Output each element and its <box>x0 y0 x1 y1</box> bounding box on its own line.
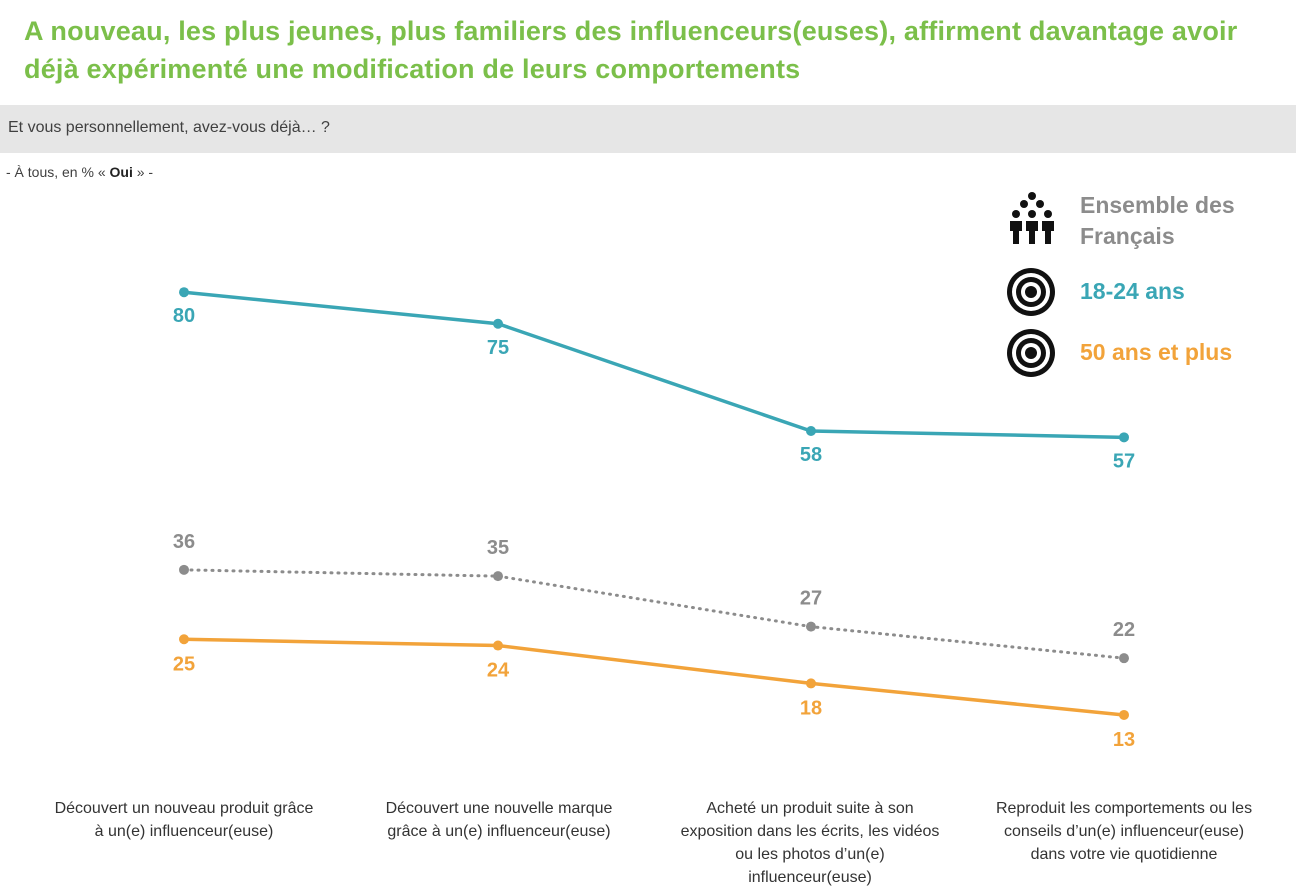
series-line-young <box>183 290 1125 440</box>
chart-title: A nouveau, les plus jeunes, plus familie… <box>24 16 1238 84</box>
category-label-line: exposition dans les écrits, les vidéos <box>680 823 940 840</box>
data-label-old: 18 <box>800 697 822 719</box>
legend-label-ensemble-line2: Français <box>1080 223 1175 249</box>
data-label-old: 24 <box>487 660 510 682</box>
data-label-young: 80 <box>173 305 195 327</box>
category-label-2: Acheté un produit suite à son exposition… <box>650 797 970 889</box>
data-point-young <box>806 426 816 437</box>
base-note-suffix: » - <box>132 164 154 180</box>
data-label-old: 25 <box>173 653 195 675</box>
data-label-all: 22 <box>1113 619 1135 641</box>
category-label-line: conseils d’un(e) influenceur(euse) <box>1003 823 1245 840</box>
question-text: Et vous personnellement, avez-vous déjà…… <box>8 119 330 136</box>
category-label-line: Acheté un produit suite à son <box>706 800 914 817</box>
data-label-young: 57 <box>1113 450 1135 472</box>
legend-label-50-plus: 50 ans et plus <box>1080 339 1233 365</box>
base-note-bold: Oui <box>109 164 133 180</box>
category-label-line: influenceur(euse) <box>748 869 872 886</box>
target-icon <box>1007 268 1055 316</box>
series-line-old <box>183 637 1125 717</box>
base-note: - À tous, en % « Oui » - <box>6 164 153 180</box>
legend-label-18-24: 18-24 ans <box>1080 278 1185 304</box>
category-label-line: Découvert une nouvelle marque <box>385 800 613 817</box>
data-point-all <box>493 571 503 582</box>
people-group-icon <box>1010 192 1054 244</box>
category-label-line: grâce à un(e) influenceur(euse) <box>387 823 611 840</box>
data-label-all: 27 <box>800 588 822 610</box>
data-point-all <box>179 564 189 575</box>
category-label-line: Reproduit les comportements ou les <box>995 800 1253 817</box>
data-label-old: 13 <box>1113 729 1135 751</box>
category-label-line: ou les photos d’un(e) <box>735 846 885 863</box>
data-point-all <box>806 621 816 632</box>
data-point-old <box>493 640 503 651</box>
data-label-young: 58 <box>800 444 822 466</box>
base-note-prefix: - À tous, en % « <box>6 164 110 180</box>
data-point-all <box>1119 653 1129 664</box>
category-label-line: à un(e) influenceur(euse) <box>94 823 274 840</box>
legend-label-ensemble: Ensemble des Français <box>1080 190 1235 252</box>
category-label-3: Reproduit les comportements ou les conse… <box>964 797 1284 866</box>
data-label-all: 35 <box>487 537 509 559</box>
category-label-line: Découvert un nouveau produit grâce <box>54 800 314 817</box>
data-point-young <box>179 287 189 298</box>
data-point-young <box>493 318 503 329</box>
question-bar: Et vous personnellement, avez-vous déjà…… <box>0 105 1296 153</box>
data-point-old <box>1119 709 1129 720</box>
category-label-line: dans votre vie quotidienne <box>1030 846 1218 863</box>
data-point-young <box>1119 432 1129 443</box>
legend-label-ensemble-line1: Ensemble des <box>1080 192 1235 218</box>
data-label-young: 75 <box>487 337 509 359</box>
data-point-old <box>179 634 189 645</box>
data-point-old <box>806 678 816 689</box>
data-label-all: 36 <box>173 531 195 553</box>
category-label-1: Découvert une nouvelle marque grâce à un… <box>339 797 659 843</box>
series-line-all <box>182 568 1126 660</box>
target-icon <box>1007 329 1055 377</box>
category-label-0: Découvert un nouveau produit grâce à un(… <box>24 797 344 843</box>
